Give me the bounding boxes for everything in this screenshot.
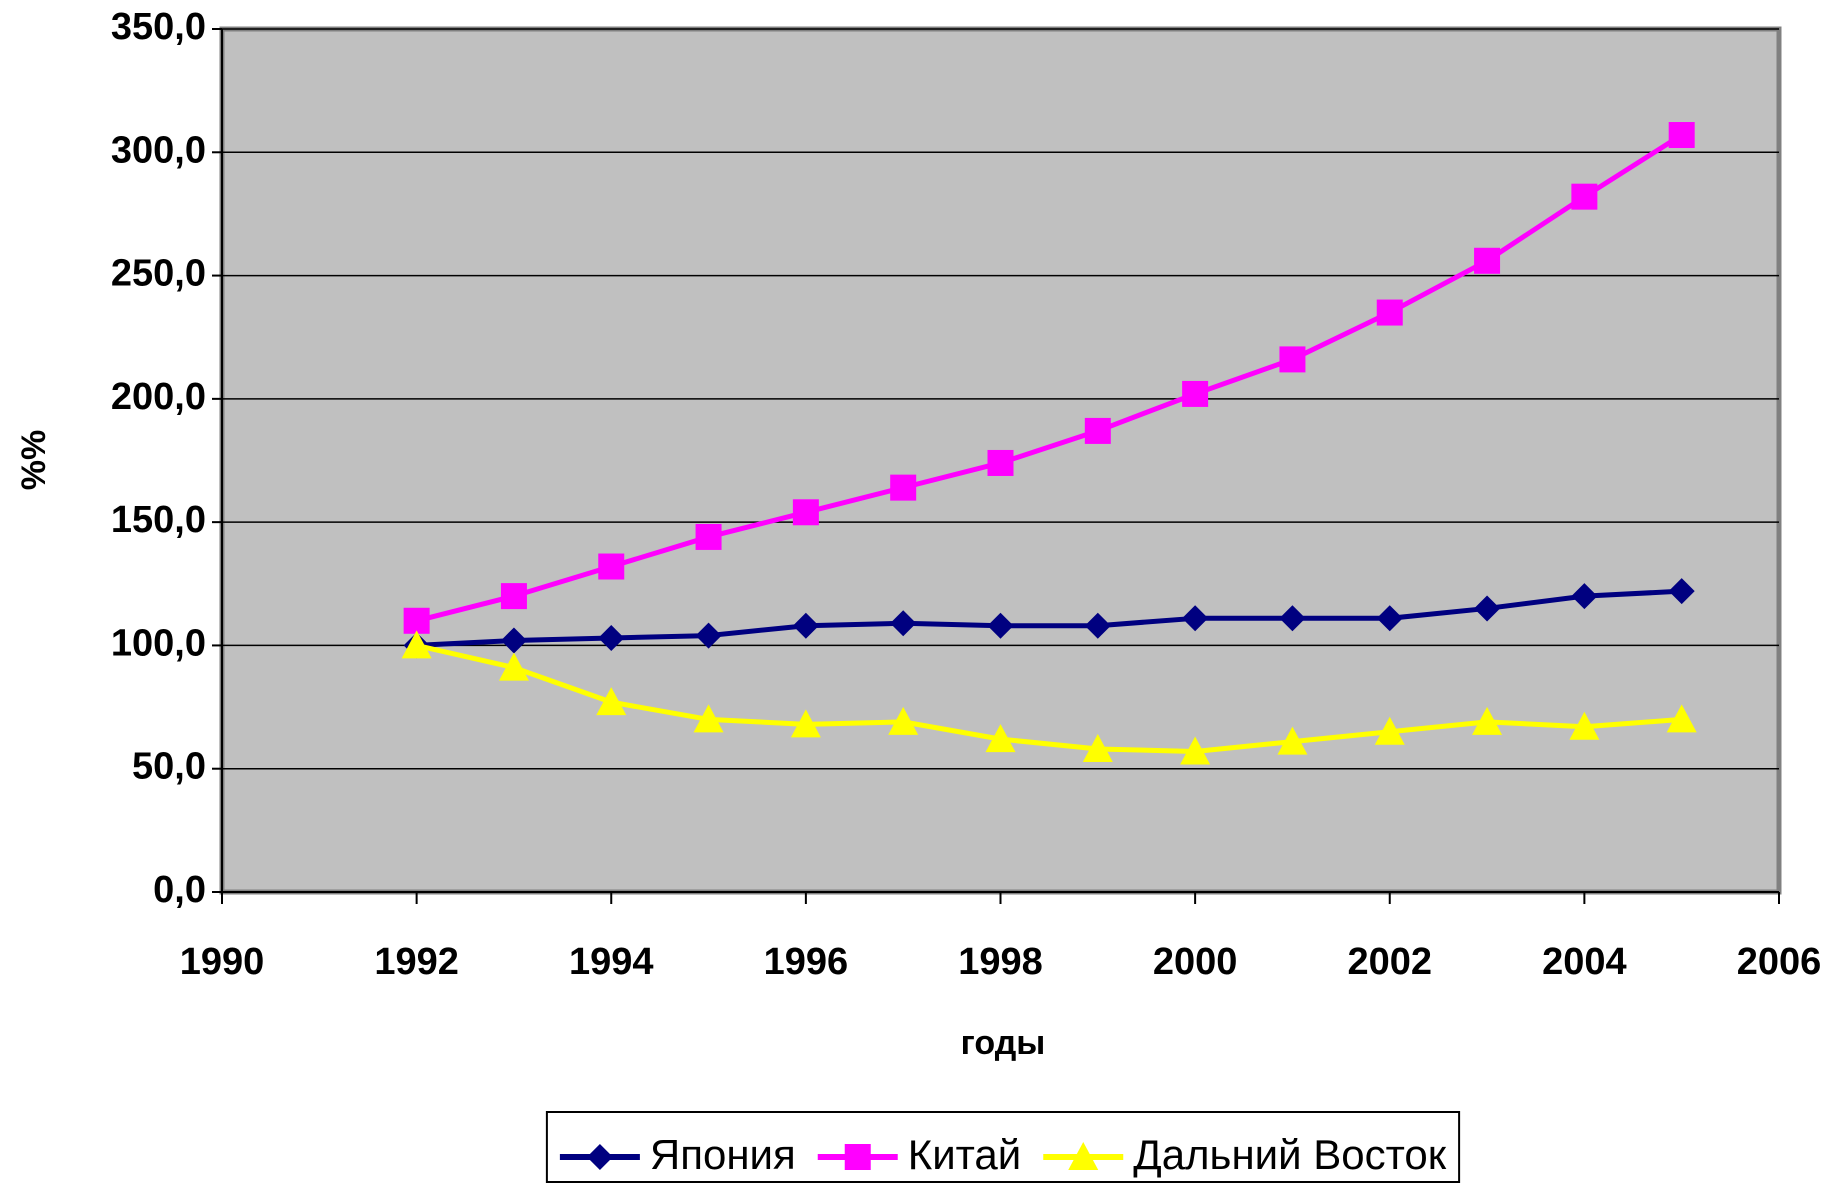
marker [1376,605,1403,632]
y-tick-label: 350,0 [111,6,206,48]
marker [1374,716,1405,745]
marker [596,687,627,716]
marker [1569,711,1600,740]
x-tick-label: 1996 [764,941,849,983]
x-tick-label: 1994 [569,941,654,983]
legend: Япония Китай Дальний Восток [545,1111,1461,1183]
y-tick-label: 300,0 [111,129,206,171]
x-tick-label: 2004 [1542,941,1627,983]
marker [1571,183,1598,210]
marker [987,612,1014,639]
marker [1279,346,1306,373]
marker [1084,417,1111,444]
marker [1084,612,1111,639]
marker [500,627,527,654]
y-axis-label: %% [15,430,53,490]
marker [1376,299,1403,326]
legend-box [545,1111,1461,1183]
x-tick-label: 2002 [1347,941,1432,983]
legend-label: Япония [650,1131,796,1178]
marker [792,612,819,639]
marker [1472,706,1503,735]
marker [498,652,529,681]
marker [1182,380,1209,407]
series-line [416,642,1682,754]
marker [403,607,430,634]
marker [401,630,432,659]
marker [987,449,1014,476]
y-tick-label: 0,0 [153,869,206,911]
x-tick-label: 1998 [958,941,1043,983]
y-tick-label: 150,0 [111,499,206,541]
y-tick-label: 50,0 [132,746,206,788]
marker [792,499,819,526]
series-line [416,132,1684,624]
marker [693,704,724,733]
marker [695,523,722,550]
y-tick-label: 100,0 [111,622,206,664]
x-tick-label: 1990 [180,941,265,983]
marker [790,709,821,738]
marker [1180,736,1211,765]
series-line [416,588,1682,648]
marker [1668,578,1695,605]
x-axis-label: годы [961,1024,1046,1062]
marker [890,610,917,637]
marker [1666,704,1697,733]
marker [1279,605,1306,632]
y-tick-label: 250,0 [111,253,206,295]
marker [890,474,917,501]
marker [598,553,625,580]
legend-item: Япония [559,1131,796,1178]
legend-label: Китай [908,1131,1022,1178]
marker [1068,1142,1099,1170]
y-tick-label: 200,0 [111,376,206,418]
marker [985,724,1016,753]
marker [586,1144,613,1170]
marker [844,1144,871,1170]
marker [695,622,722,649]
marker [1277,726,1308,755]
x-tick-label: 2006 [1737,941,1822,983]
marker [1668,122,1695,149]
marker [1571,583,1598,610]
marker [500,583,527,610]
x-tick-label: 1992 [374,941,459,983]
x-tick-label: 2000 [1153,941,1238,983]
marker [1474,247,1501,274]
legend-item: Дальний Восток [1043,1131,1447,1178]
legend-label: Дальний Восток [1133,1131,1446,1178]
marker [1474,595,1501,622]
marker [598,625,625,652]
legend-item: Китай [817,1131,1022,1178]
marker [888,706,919,735]
marker [1082,733,1113,762]
marker [1182,605,1209,632]
